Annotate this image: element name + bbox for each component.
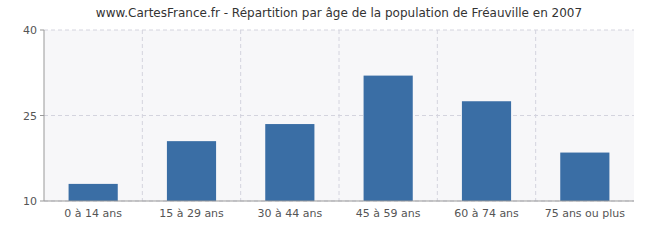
y-tick-label: 25 — [23, 110, 37, 123]
x-tick-label: 45 à 59 ans — [356, 207, 421, 220]
x-tick-label: 30 à 44 ans — [257, 207, 322, 220]
grid-line-x — [142, 30, 143, 201]
y-tick — [40, 115, 44, 116]
x-tick-label: 15 à 29 ans — [159, 207, 224, 220]
grid-line-x — [339, 30, 340, 201]
bar — [560, 153, 609, 201]
x-tick-label: 60 à 74 ans — [454, 207, 519, 220]
plot-background — [44, 30, 634, 201]
bar — [265, 124, 314, 201]
grid-line-x — [535, 30, 536, 201]
y-tick-label: 10 — [23, 195, 37, 208]
grid-line-y — [44, 201, 634, 202]
x-axis-line — [44, 201, 634, 202]
y-tick-label: 40 — [23, 24, 37, 37]
bar — [462, 101, 511, 201]
bars — [69, 76, 610, 201]
chart-title: www.CartesFrance.fr - Répartition par âg… — [96, 6, 582, 20]
bar — [69, 184, 118, 201]
y-tick — [40, 30, 44, 31]
grid-line-x — [240, 30, 241, 201]
grid-line-x — [437, 30, 438, 201]
chart-container: www.CartesFrance.fr - Répartition par âg… — [0, 0, 650, 229]
bar — [167, 141, 216, 201]
chart-svg: www.CartesFrance.fr - Répartition par âg… — [0, 0, 650, 229]
bar — [364, 76, 413, 201]
x-tick-label: 75 ans ou plus — [545, 207, 626, 220]
y-tick — [40, 201, 44, 202]
x-tick-label: 0 à 14 ans — [64, 207, 122, 220]
